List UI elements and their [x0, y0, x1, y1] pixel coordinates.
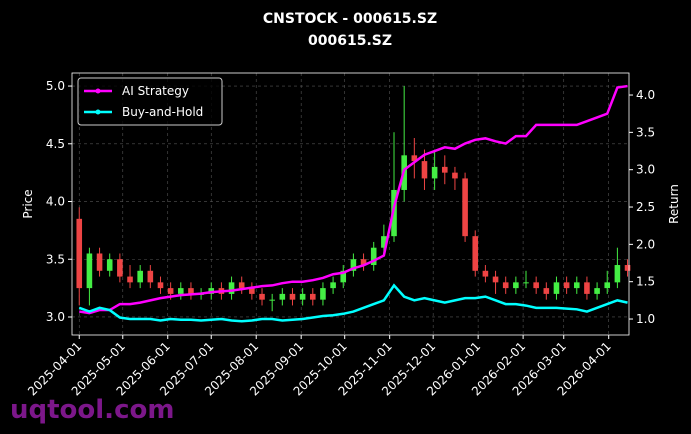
- candle-body: [604, 282, 611, 289]
- candle-body: [573, 282, 580, 289]
- candle-body: [523, 282, 529, 284]
- y-tick-label: 5.0: [46, 79, 65, 93]
- candle-body: [259, 293, 265, 300]
- candle-body: [147, 270, 154, 283]
- candle-body: [188, 288, 194, 294]
- candle-body: [370, 247, 377, 266]
- y2-tick-label: 3.5: [636, 125, 655, 139]
- candle-body: [563, 282, 570, 289]
- candle-body: [289, 293, 296, 300]
- legend-marker: [95, 88, 101, 94]
- candle-body: [96, 253, 103, 271]
- candle-body: [157, 282, 164, 289]
- candle-body: [381, 236, 387, 248]
- candle-body: [482, 270, 489, 277]
- candle-body: [421, 161, 428, 179]
- y-tick-label: 3.5: [46, 252, 65, 266]
- y2-tick-label: 2.0: [636, 237, 655, 251]
- candle-body: [441, 166, 448, 173]
- chart-title: CNSTOCK - 000615.SZ: [263, 11, 437, 27]
- candle-body: [452, 172, 458, 179]
- candle-body: [137, 270, 143, 283]
- candle-body: [320, 288, 326, 300]
- candle-body: [249, 288, 255, 294]
- candle-body: [127, 276, 133, 283]
- candle-body: [543, 288, 550, 294]
- candle-body: [238, 282, 245, 289]
- y-axis-label: Price: [21, 189, 35, 218]
- candle-body: [299, 293, 306, 300]
- candle-body: [533, 282, 539, 289]
- y-tick-label: 3.0: [46, 310, 65, 324]
- candle-body: [594, 288, 600, 294]
- candle-body: [350, 259, 357, 271]
- candle-body: [279, 293, 286, 300]
- watermark: uqtool.com: [10, 395, 174, 425]
- candle-body: [462, 178, 468, 237]
- candle-body: [411, 155, 418, 162]
- plot-frame: [71, 72, 630, 336]
- y-tick-label: 4.5: [46, 137, 65, 151]
- candle-body: [106, 259, 113, 271]
- y2-tick-label: 2.5: [636, 200, 655, 214]
- candle-body: [584, 282, 590, 294]
- legend-box: [77, 77, 223, 126]
- candle-body: [472, 236, 479, 271]
- candle-body: [177, 288, 184, 294]
- candle-body: [360, 259, 367, 266]
- legend-label: AI Strategy: [122, 84, 189, 98]
- candle-body: [86, 253, 93, 289]
- candle-body: [228, 282, 235, 294]
- candle-body: [167, 288, 174, 294]
- candle-body: [76, 218, 83, 289]
- y2-tick-label: 4.0: [636, 88, 655, 102]
- legend-label: Buy-and-Hold: [122, 105, 203, 119]
- chart-subtitle: 000615.SZ: [308, 33, 392, 49]
- y2-tick-label: 1.5: [636, 275, 655, 289]
- candle-body: [502, 282, 509, 289]
- y2-axis-label: Return: [667, 184, 681, 224]
- candle-body: [624, 265, 631, 271]
- candle-body: [340, 270, 347, 283]
- candle-body: [513, 282, 519, 289]
- series-line: [78, 283, 628, 323]
- candle-body: [614, 265, 621, 283]
- y2-tick-label: 1.0: [636, 312, 655, 326]
- series-line: [79, 84, 628, 315]
- candle-body: [431, 166, 438, 179]
- candle-body: [117, 259, 123, 277]
- candle-body: [492, 276, 499, 283]
- candle-body: [553, 282, 560, 294]
- candle-body: [309, 293, 316, 300]
- y-tick-label: 4.0: [46, 195, 65, 209]
- candle-body: [330, 282, 336, 289]
- y2-tick-label: 3.0: [636, 163, 655, 177]
- legend-marker: [95, 109, 101, 115]
- candle-body: [269, 299, 275, 301]
